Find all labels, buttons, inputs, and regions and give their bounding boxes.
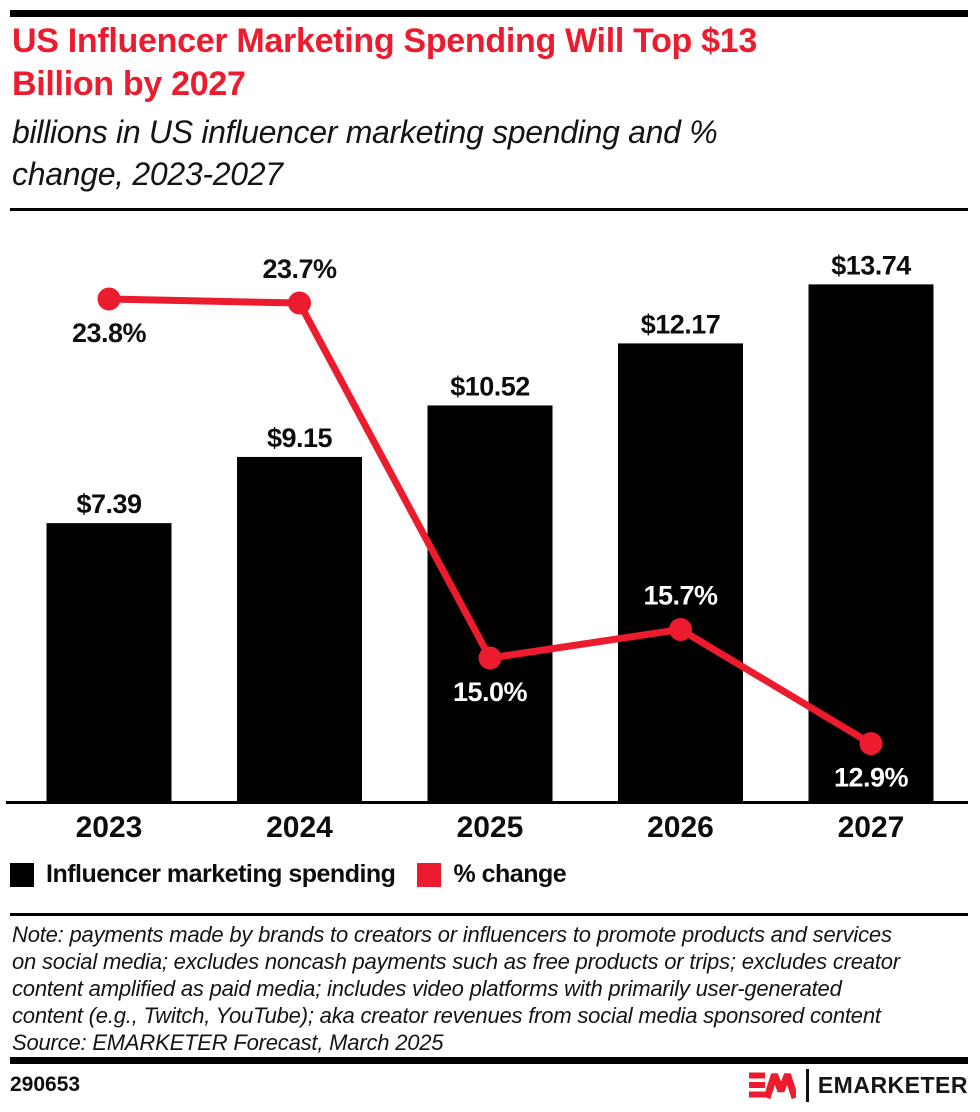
note-block: Note: payments made by brands to creator…: [12, 921, 970, 1056]
pct-dot-2024: [288, 291, 311, 315]
bar-2026: [618, 343, 743, 802]
x-tick-2025: 2025: [457, 811, 524, 844]
legend-item: % change: [417, 860, 567, 889]
pct-value-label: 23.8%: [72, 318, 147, 348]
text-line: content (e.g., Twitch, YouTube); aka cre…: [12, 1003, 881, 1028]
note-lines: Note: payments made by brands to creator…: [12, 921, 970, 1029]
top-rule: [10, 10, 968, 17]
bars-group: [46, 284, 934, 803]
brand-lockup: EMARKETER: [748, 1068, 968, 1102]
pct-value-label: 12.9%: [834, 763, 909, 793]
emarketer-logo-icon: [748, 1072, 796, 1099]
bar-value-label: $9.15: [267, 423, 333, 453]
header-divider: [10, 208, 968, 211]
footer: 290653 EMARKETER: [10, 1066, 968, 1104]
pct-dot-2023: [97, 287, 121, 311]
legend-item: Influencer marketing spending: [10, 860, 396, 889]
bar-2023: [46, 523, 172, 802]
chart-title: US Influencer Marketing Spending Will To…: [12, 20, 942, 106]
bar-value-label: $13.74: [831, 250, 911, 280]
bar-2024: [237, 456, 362, 802]
pct-value-label: 15.0%: [453, 677, 528, 707]
text-line: on social media; excludes noncash paymen…: [12, 949, 900, 974]
bar-2027: [808, 284, 934, 803]
pct-dot-2026: [669, 617, 692, 641]
legend-label: % change: [453, 860, 567, 888]
note-divider: [10, 913, 968, 916]
legend-swatch-icon: [417, 862, 442, 887]
pct-value-label: 23.7%: [262, 254, 337, 284]
x-tick-2026: 2026: [647, 811, 714, 844]
footer-rule: [10, 1057, 968, 1064]
legend-label: Influencer marketing spending: [46, 860, 396, 888]
bar-value-label: $10.52: [450, 371, 530, 401]
text-line: content amplified as paid media; include…: [12, 976, 842, 1001]
spending-chart: $7.39 $9.15 $10.52 $12.17 $13.74 23.8% 23.7% 15…: [6, 250, 968, 844]
text-line: change, 2023-2027: [12, 156, 283, 192]
bar-value-label: $12.17: [641, 309, 721, 339]
chart-id: 290653: [10, 1073, 81, 1096]
text-line: Note: payments made by brands to creator…: [12, 922, 892, 947]
x-tick-2024: 2024: [266, 811, 333, 844]
pct-dot-2027: [859, 732, 883, 756]
bar-2025: [427, 405, 553, 802]
pct-dot-2025: [478, 646, 502, 670]
bar-value-label: $7.39: [76, 489, 142, 519]
legend-swatch-icon: [10, 862, 34, 887]
x-tick-2027: 2027: [838, 811, 905, 844]
source-line: Source: EMARKETER Forecast, March 2025: [12, 1030, 444, 1055]
brand-wordmark: EMARKETER: [817, 1071, 968, 1098]
x-axis-line: [6, 801, 968, 804]
brand-separator: [805, 1068, 809, 1102]
x-tick-2023: 2023: [76, 811, 143, 844]
text-line: Billion by 2027: [12, 65, 246, 103]
pct-value-label: 15.7%: [643, 580, 718, 610]
chart-subtitle: billions in US influencer marketing spen…: [12, 111, 942, 195]
legend: Influencer marketing spending % change: [10, 860, 567, 889]
text-line: billions in US influencer marketing spen…: [12, 114, 718, 150]
text-line: US Influencer Marketing Spending Will To…: [12, 22, 757, 60]
